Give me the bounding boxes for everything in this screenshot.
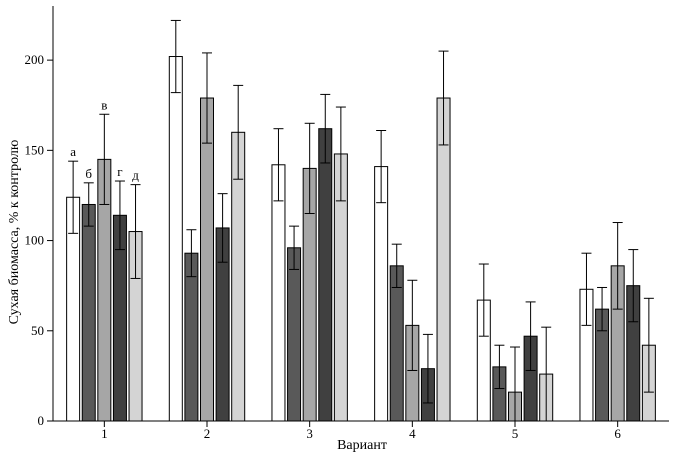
series-label: в [101,97,107,112]
bar [271,164,286,422]
y-tick-label: 100 [25,233,45,248]
x-tick-label: 2 [204,426,211,441]
y-tick-label: 150 [25,142,45,157]
bar [318,128,333,422]
y-tick-label: 50 [31,323,44,338]
bar [287,247,302,422]
x-tick-label: 4 [409,426,416,441]
x-tick-label: 1 [101,426,108,441]
y-tick-label: 0 [38,413,45,428]
y-tick-label: 200 [25,52,45,67]
bar [184,252,199,422]
series-label: д [132,168,139,183]
bar [81,203,96,422]
bar [374,166,389,422]
bar [200,97,214,422]
x-tick-label: 5 [512,426,519,441]
series-label: а [70,144,76,159]
bar [168,56,183,422]
x-tick-label: 6 [614,426,621,441]
x-axis-label: Вариант [337,438,387,453]
bar [436,97,451,422]
bar [389,265,404,422]
y-axis-label: Сухая биомасса, % к контролю [7,140,22,325]
series-label: б [85,166,92,181]
x-tick-label: 3 [306,426,313,441]
plot-area: 0 50 100 150 200 1 аб в г д 2 3 4 5 6 [25,6,669,441]
series-label: г [117,164,122,179]
